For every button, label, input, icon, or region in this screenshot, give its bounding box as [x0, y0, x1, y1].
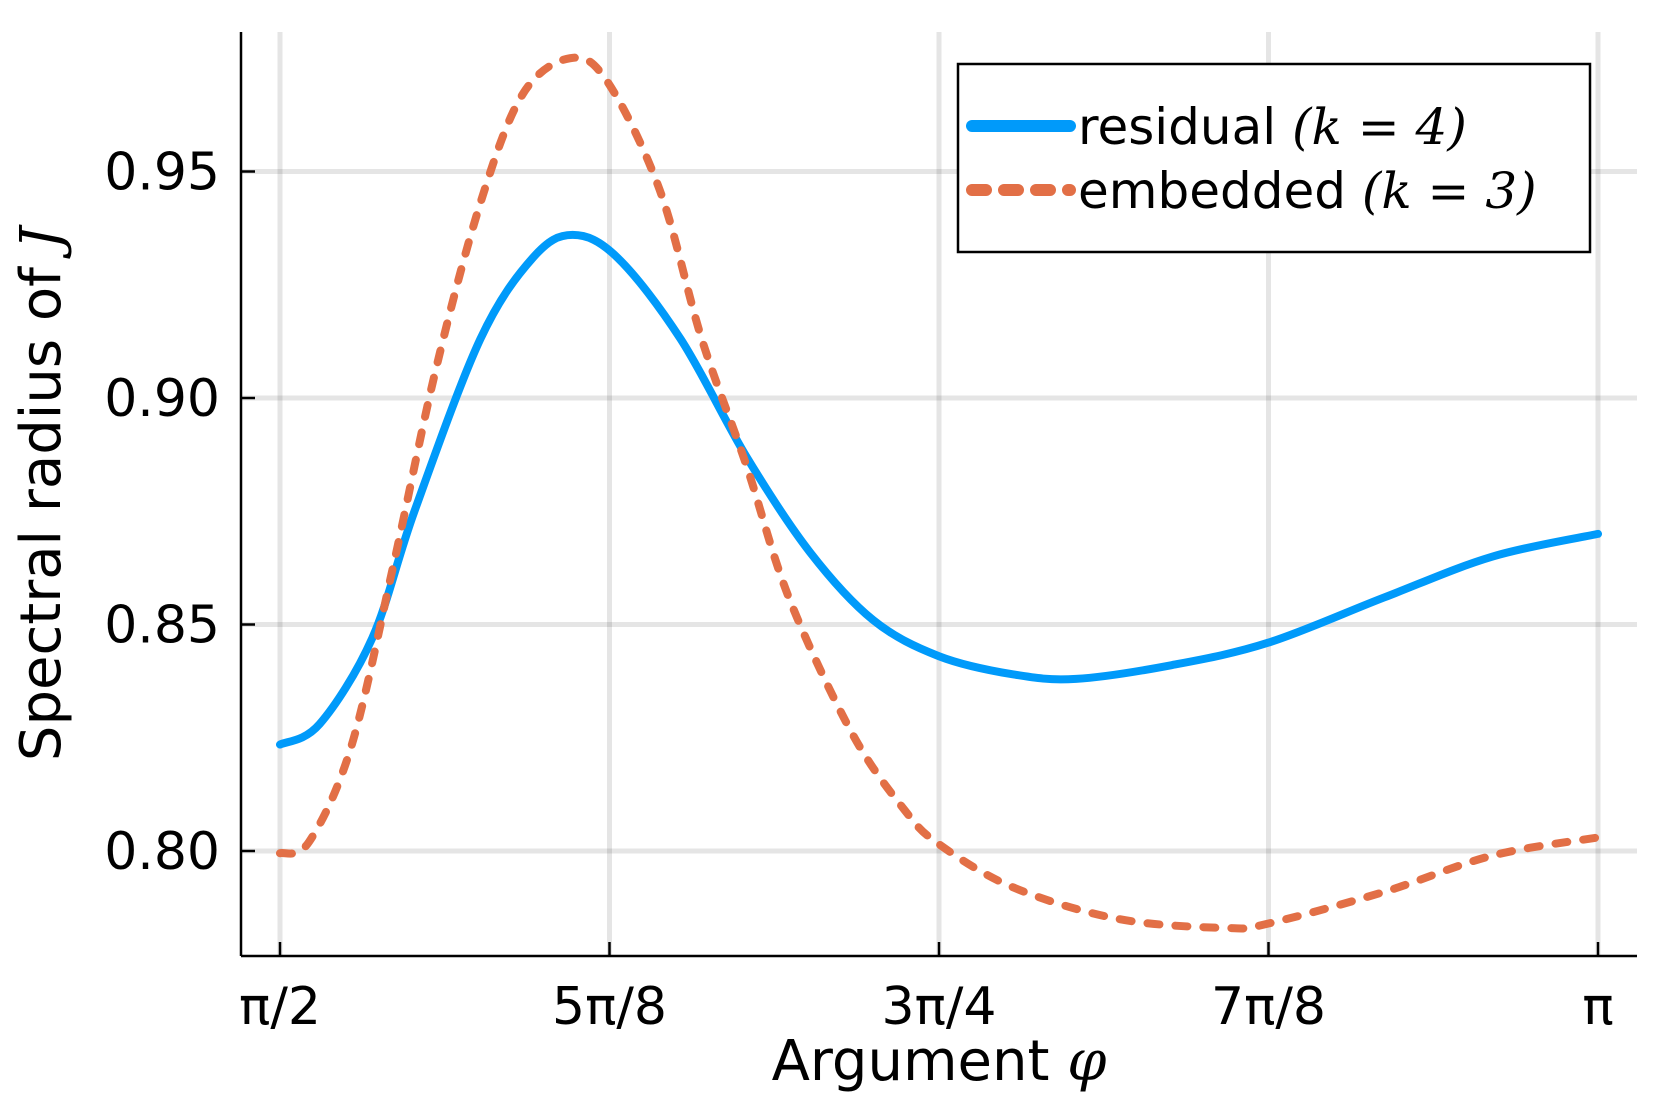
x-tick-label: π/2 — [239, 977, 321, 1037]
legend: residual (k = 4) embedded (k = 3) — [956, 62, 1592, 254]
x-axis-label: Argument φ — [772, 1029, 1107, 1094]
y-tick-label: 0.85 — [104, 596, 220, 656]
x-tick-label: 7π/8 — [1211, 977, 1326, 1037]
series-layer — [276, 53, 1602, 933]
y-tick-label: 0.80 — [104, 822, 220, 882]
y-tick-label: 0.90 — [104, 369, 220, 429]
x-tick-label: 3π/4 — [882, 977, 997, 1037]
tick-layer: π/2 5π/8 3π/4 7π/8 π 0.80 0.85 0.90 0.95 — [104, 143, 1613, 1038]
y-axis-label: Spectral radius of J — [9, 223, 74, 761]
legend-label-embedded: embedded (k = 3) — [1078, 162, 1537, 220]
x-tick-label: 5π/8 — [552, 977, 667, 1037]
legend-label-residual: residual (k = 4) — [1078, 98, 1467, 156]
x-tick-label: π — [1582, 977, 1613, 1037]
series-line-embedded — [276, 53, 1602, 933]
y-tick-label: 0.95 — [104, 143, 220, 203]
series-line-residual — [276, 230, 1602, 749]
legend-box — [956, 62, 1592, 254]
